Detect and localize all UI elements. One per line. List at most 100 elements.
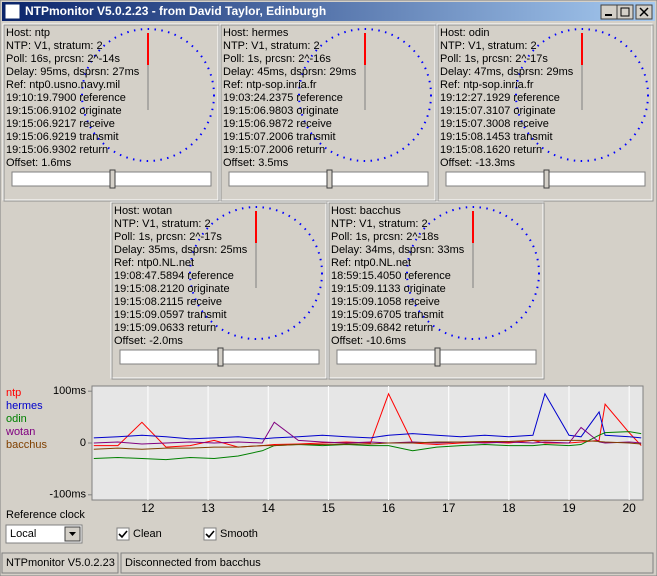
host-info: Delay: 95ms, dsprsn: 27ms (6, 66, 140, 78)
host-info: NTP: V1, stratum: 2 (114, 218, 211, 230)
clock-dial (515, 28, 649, 162)
host-info: Host: odin (440, 27, 490, 39)
host-info: Poll: 1s, prcsn: 2^-18s (331, 231, 439, 243)
slider-right[interactable] (114, 171, 212, 187)
host-info: Host: ntp (6, 27, 50, 39)
icon (620, 7, 630, 17)
host-info: Offset: -10.6ms (331, 335, 406, 347)
x-tick-label: 12 (141, 501, 155, 515)
slider-left[interactable] (228, 171, 330, 187)
host-panel-edge (3, 24, 220, 202)
host-info: 19:08:47.5894 reference (114, 270, 234, 282)
host-info: 19:10:19.7900 reference (6, 92, 126, 104)
legend-entry: ntp (6, 387, 21, 399)
y-tick-label: 100ms (53, 385, 87, 397)
slider-left[interactable] (336, 349, 438, 365)
host-info: 19:15:06.9872 receive (223, 118, 332, 130)
reference-label: Reference clock (6, 509, 85, 521)
minimize-button[interactable] (600, 4, 618, 20)
slider-left[interactable] (119, 349, 221, 365)
host-info: 19:15:09.0633 return (114, 322, 216, 334)
host-panel (110, 201, 327, 379)
host-panel (2, 23, 219, 201)
slider-right[interactable] (331, 171, 429, 187)
slider-right[interactable] (222, 349, 320, 365)
x-tick-label: 19 (562, 501, 576, 515)
slider-left[interactable] (11, 171, 113, 187)
slider-thumb[interactable] (109, 169, 116, 189)
host-info: Delay: 35ms, dsprsn: 25ms (114, 244, 248, 256)
reference-combo[interactable] (5, 524, 83, 544)
x-tick-label: 17 (442, 501, 456, 515)
clock-dial (298, 28, 432, 162)
host-panel (327, 201, 544, 379)
host-info: Host: hermes (223, 27, 289, 39)
check-mark (205, 530, 215, 539)
app-icon (4, 3, 21, 20)
maximize-button[interactable] (616, 4, 634, 20)
host-panel-edge (220, 24, 437, 202)
y-tick-label: -100ms (49, 489, 86, 501)
host-info: Offset: -13.3ms (440, 157, 515, 169)
x-tick-label: 13 (201, 501, 215, 515)
host-info: Poll: 16s, prcsn: 2^-14s (6, 53, 120, 65)
host-info: Ref: ntp-sop.inria.fr (440, 79, 534, 91)
host-info: Ref: ntp0.NL.net (331, 257, 411, 269)
clock-dial (406, 206, 540, 340)
host-info: 19:15:06.9102 originate (6, 105, 122, 117)
slider-thumb[interactable] (543, 169, 550, 189)
x-tick-label: 14 (262, 501, 276, 515)
host-info: 19:15:08.2120 originate (114, 283, 230, 295)
host-info: 19:15:09.6705 transmit (331, 309, 444, 321)
host-info: 19:15:07.2006 transmit (223, 131, 336, 143)
series-line (93, 431, 642, 461)
host-info: Offset: -2.0ms (114, 335, 183, 347)
status-text: Disconnected from bacchus (125, 557, 261, 569)
checkbox[interactable] (203, 527, 217, 541)
host-info: Poll: 1s, prcsn: 2^-16s (223, 53, 331, 65)
slider-right[interactable] (439, 349, 537, 365)
host-info: 19:15:07.2006 return (223, 144, 325, 156)
host-info: Host: bacchus (331, 205, 401, 217)
host-info: NTP: V1, stratum: 2 (440, 40, 537, 52)
host-info: 19:15:08.1453 transmit (440, 131, 553, 143)
series-line (93, 439, 642, 450)
host-info: Delay: 34ms, dsprsn: 33ms (331, 244, 465, 256)
slider-thumb[interactable] (217, 347, 224, 367)
checkbox[interactable] (116, 527, 130, 541)
host-info: Poll: 1s, prcsn: 2^-17s (440, 53, 548, 65)
status-text: NTPmonitor V5.0.2.23 (6, 557, 115, 569)
slider-thumb[interactable] (434, 347, 441, 367)
host-info: 19:03:24.2375 reference (223, 92, 343, 104)
y-tick-label: 0 (80, 437, 86, 449)
host-info: 19:15:09.1133 originate (331, 283, 446, 295)
host-info: 19:15:07.3107 originate (440, 105, 556, 117)
host-info: 19:15:06.9302 return (6, 144, 108, 156)
clock-dial (189, 206, 323, 340)
window-title: NTPmonitor V5.0.2.23 - from David Taylor… (25, 4, 326, 18)
x-tick-label: 18 (502, 501, 516, 515)
host-info: NTP: V1, stratum: 2 (6, 40, 103, 52)
host-info: 19:15:06.9217 receive (6, 118, 115, 130)
legend-entry: hermes (6, 400, 43, 412)
series-line (93, 392, 642, 440)
host-info: Delay: 45ms, dsprsn: 29ms (223, 66, 357, 78)
host-info: Ref: ntp0.NL.net (114, 257, 194, 269)
host-info: NTP: V1, stratum: 2 (223, 40, 320, 52)
legend-entry: wotan (5, 426, 35, 438)
host-panel-edge (437, 24, 654, 202)
slider-left[interactable] (445, 171, 547, 187)
host-info: Ref: ntp0.usno.navy.mil (6, 79, 120, 91)
status-cell (1, 552, 119, 574)
slider-right[interactable] (548, 171, 646, 187)
status-cell (120, 552, 654, 574)
window-buttons (600, 4, 653, 20)
host-info: 19:15:06.9803 originate (223, 105, 339, 117)
reference-value: Local (10, 528, 36, 540)
host-info: Offset: 3.5ms (223, 157, 289, 169)
slider-thumb[interactable] (326, 169, 333, 189)
legend-entry: odin (6, 413, 27, 425)
checkbox-label: Smooth (220, 528, 258, 540)
host-info: Ref: ntp-sop.inria.fr (223, 79, 317, 91)
